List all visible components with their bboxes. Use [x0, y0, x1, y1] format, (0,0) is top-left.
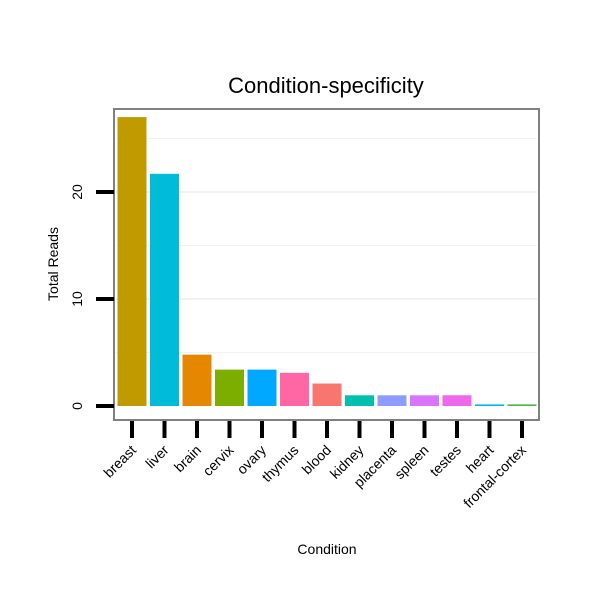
- x-axis: breast liver braincervixovarythymusbloodki…: [100, 421, 529, 511]
- x-tick-label-cervix: cervix: [199, 442, 236, 479]
- x-tick-label-liver: liver: [142, 442, 172, 472]
- y-tick-label: 20: [69, 184, 85, 200]
- bar-testes: [442, 395, 472, 406]
- x-tick-label-thymus: thymus: [258, 442, 301, 485]
- bar-spleen: [410, 395, 439, 406]
- bar-blood: [312, 383, 342, 406]
- bars: [117, 117, 537, 406]
- bar-kidney: [345, 395, 374, 406]
- x-axis-title: Condition: [297, 541, 356, 557]
- gridlines: [116, 138, 537, 353]
- x-tick-label-brain: brain: [171, 442, 204, 475]
- bar-breast: [117, 117, 147, 406]
- plot-frame: [113, 108, 540, 421]
- bar-brain: [182, 354, 212, 406]
- bar-thymus: [280, 372, 309, 406]
- bar-placenta: [377, 395, 407, 406]
- bar-liver: [150, 173, 179, 406]
- bar-frontal-cortex: [507, 404, 537, 406]
- chart-title: Condition-specificity: [228, 73, 424, 98]
- bar-ovary: [247, 369, 277, 406]
- bar-cervix: [215, 369, 244, 406]
- x-tick-label-spleen: spleen: [391, 442, 431, 482]
- y-axis-title: Total Reads: [45, 227, 61, 301]
- x-tick-label-breast: breast: [100, 442, 139, 481]
- y-tick-label: 10: [69, 291, 85, 307]
- x-tick-label-testes: testes: [426, 442, 464, 480]
- y-tick-label: 0: [69, 402, 85, 410]
- bar-heart: [475, 404, 504, 406]
- y-axis: 0 10 20: [69, 184, 114, 410]
